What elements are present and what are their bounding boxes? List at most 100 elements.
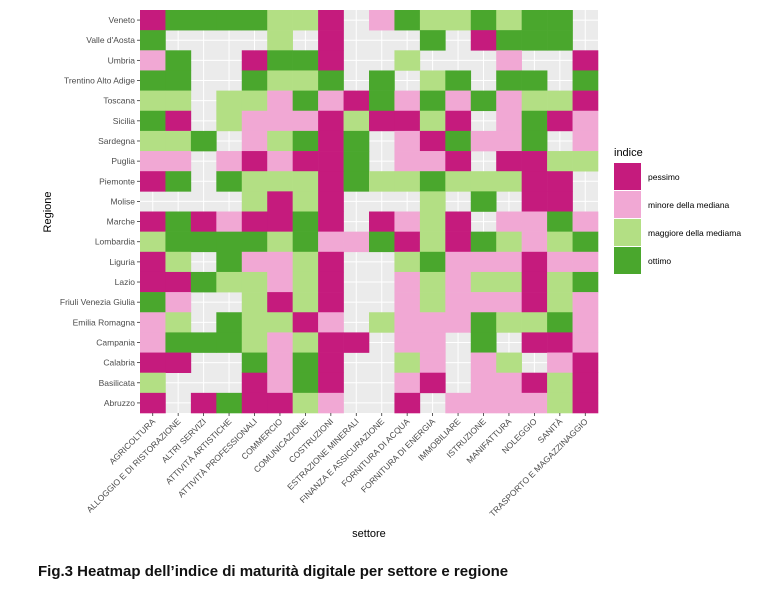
heatmap-cell bbox=[165, 271, 192, 293]
heatmap-cell bbox=[318, 171, 344, 192]
legend-label: ottimo bbox=[648, 256, 671, 266]
heatmap-cell bbox=[318, 332, 344, 353]
heatmap-cell bbox=[267, 110, 293, 132]
legend-swatch bbox=[614, 219, 641, 246]
heatmap-cell bbox=[241, 352, 268, 373]
heatmap-cell bbox=[419, 312, 446, 333]
y-axis-ticks: Veneto Valle d'Aosta Umbria Trentino Alto A… bbox=[60, 15, 140, 408]
heatmap-cell bbox=[521, 171, 548, 192]
heatmap-cell bbox=[394, 292, 421, 313]
heatmap-cell bbox=[419, 271, 446, 293]
heatmap-cell bbox=[445, 231, 472, 253]
heatmap-cell bbox=[267, 130, 293, 152]
heatmap-cell bbox=[572, 292, 599, 313]
heatmap-cell bbox=[496, 151, 522, 172]
heatmap-cell bbox=[292, 70, 319, 91]
heatmap-cell bbox=[140, 110, 166, 132]
heatmap-cell bbox=[547, 231, 573, 253]
heatmap-cell bbox=[318, 10, 344, 31]
heatmap-cell bbox=[318, 110, 344, 132]
heatmap-cell bbox=[521, 130, 548, 152]
heatmap-cell bbox=[470, 191, 497, 212]
heatmap-cell bbox=[521, 292, 548, 313]
heatmap-cell bbox=[292, 392, 319, 414]
heatmap-cell bbox=[496, 352, 522, 373]
heatmap-cell bbox=[572, 392, 599, 414]
heatmap-cell bbox=[521, 332, 548, 353]
heatmap-cell bbox=[470, 90, 497, 112]
heatmap-cell bbox=[470, 392, 497, 414]
heatmap-cell bbox=[496, 50, 522, 71]
heatmap-cell bbox=[394, 251, 421, 273]
heatmap-cell bbox=[241, 130, 268, 152]
heatmap-cell bbox=[521, 211, 548, 232]
heatmap-cell bbox=[521, 110, 548, 132]
heatmap-cell bbox=[419, 372, 446, 394]
heatmap-cell bbox=[343, 332, 370, 353]
heatmap-cell bbox=[267, 90, 293, 112]
heatmap-cell bbox=[318, 292, 344, 313]
heatmap-cell bbox=[369, 70, 395, 91]
heatmap-cell bbox=[470, 130, 497, 152]
heatmap-cell bbox=[445, 392, 472, 414]
heatmap-cell bbox=[140, 130, 166, 152]
heatmap-cell bbox=[241, 231, 268, 253]
heatmap-cell bbox=[394, 352, 421, 373]
heatmap-cell bbox=[470, 352, 497, 373]
heatmap-cell bbox=[267, 151, 293, 172]
heatmap-cell bbox=[445, 251, 472, 273]
heatmap-cell bbox=[216, 10, 243, 31]
heatmap-cell bbox=[292, 151, 319, 172]
heatmap-cell bbox=[318, 372, 344, 394]
heatmap-cell bbox=[267, 332, 293, 353]
heatmap-cell bbox=[572, 231, 599, 253]
heatmap-cell bbox=[216, 251, 243, 273]
heatmap-cell bbox=[394, 271, 421, 293]
heatmap-cell bbox=[267, 191, 293, 212]
heatmap-cell bbox=[394, 332, 421, 353]
heatmap-cell bbox=[547, 271, 573, 293]
heatmap-cell bbox=[394, 90, 421, 112]
heatmap-cell bbox=[241, 191, 268, 212]
heatmap-cell bbox=[572, 251, 599, 273]
heatmap-cell bbox=[572, 332, 599, 353]
heatmap-cell bbox=[140, 30, 166, 51]
heatmap-cell bbox=[140, 231, 166, 253]
heatmap-cell bbox=[521, 70, 548, 91]
y-tick-label: Umbria bbox=[108, 55, 136, 65]
heatmap-cell bbox=[470, 10, 497, 31]
heatmap-cell bbox=[140, 271, 166, 293]
heatmap-cell bbox=[343, 171, 370, 192]
heatmap-cell bbox=[521, 30, 548, 51]
heatmap-cell bbox=[241, 271, 268, 293]
heatmap-cell bbox=[216, 312, 243, 333]
heatmap-cell bbox=[190, 392, 217, 414]
heatmap-cell bbox=[572, 110, 599, 132]
heatmap-cell bbox=[267, 50, 293, 71]
heatmap-cell bbox=[318, 130, 344, 152]
y-tick-label: Marche bbox=[107, 217, 136, 227]
heatmap-cell bbox=[216, 211, 243, 232]
x-tick-label: ALLOGGIO E DI RISTORAZIONE bbox=[84, 416, 182, 514]
y-tick-label: Valle d'Aosta bbox=[86, 35, 135, 45]
heatmap-cell bbox=[318, 70, 344, 91]
heatmap-cell bbox=[419, 251, 446, 273]
heatmap-cell bbox=[267, 10, 293, 31]
heatmap-cell bbox=[241, 372, 268, 394]
heatmap-cell bbox=[165, 312, 192, 333]
heatmap-cell bbox=[318, 211, 344, 232]
legend-title: indice bbox=[614, 147, 643, 159]
y-tick-label: Trentino Alto Adige bbox=[64, 76, 135, 86]
heatmap-cell bbox=[267, 271, 293, 293]
heatmap-cell bbox=[292, 10, 319, 31]
heatmap-cell bbox=[165, 211, 192, 232]
legend: indice pessimo minore della mediana maggio… bbox=[614, 147, 741, 274]
heatmap-cell bbox=[292, 211, 319, 232]
heatmap-cell bbox=[419, 191, 446, 212]
heatmap-cell bbox=[496, 110, 522, 132]
heatmap-cell bbox=[140, 50, 166, 71]
heatmap-cell bbox=[572, 352, 599, 373]
heatmap-cell bbox=[572, 70, 599, 91]
heatmap-cell bbox=[241, 292, 268, 313]
